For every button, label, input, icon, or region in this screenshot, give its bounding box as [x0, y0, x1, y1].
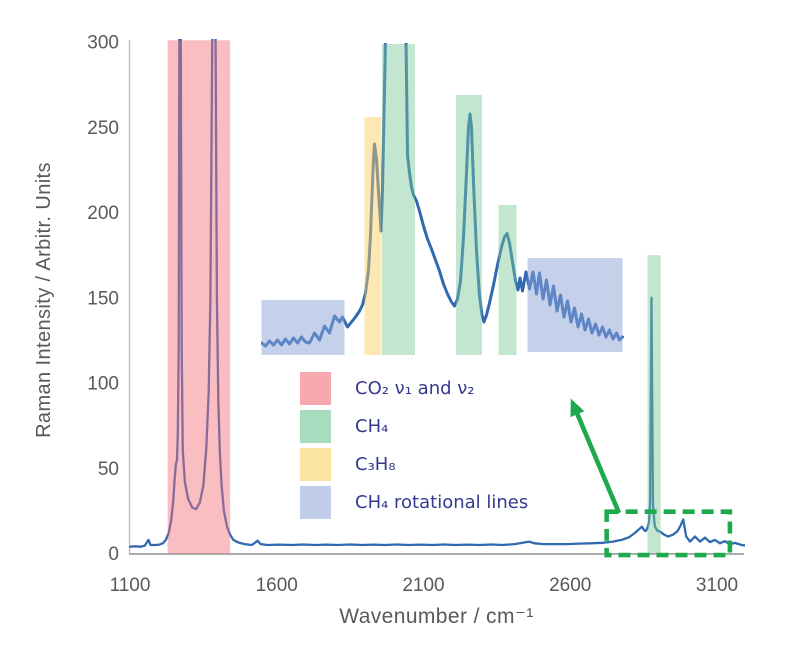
- legend-swatch-ch4: [300, 410, 331, 443]
- zoom-arrow-line: [573, 408, 622, 514]
- zoom-arrow-head: [570, 398, 585, 418]
- main-highlight-bands: [167, 40, 661, 554]
- legend-label-ch4: CH₄: [355, 416, 389, 437]
- inset-band-3: [456, 95, 482, 355]
- x-tick-label-1100: 1100: [110, 575, 151, 596]
- y-tick-label-200: 200: [87, 203, 119, 224]
- x-tick-label-2100: 2100: [402, 575, 444, 596]
- y-tick-label-50: 50: [98, 459, 119, 480]
- x-tick-labels: 1100 1600 2100 2600 3100: [110, 575, 739, 596]
- inset-band-5: [527, 258, 623, 352]
- zoom-region-dashed-box: [604, 509, 733, 558]
- legend-row-co2: CO₂ ν₁ and ν₂: [300, 372, 528, 405]
- x-tick-label-3100: 3100: [696, 575, 738, 596]
- legend-row-ch4: CH₄: [300, 410, 528, 443]
- y-tick-label-0: 0: [108, 544, 119, 565]
- main-spectrum-series: [129, 39, 745, 548]
- inset-highlight-bands: [261, 44, 623, 355]
- inset-band-1: [364, 117, 382, 355]
- legend: CO₂ ν₁ and ν₂ CH₄ C₃H₈ CH₄ rotational lines: [300, 372, 528, 524]
- y-axis-title: Raman Intensity / Arbitr. Units: [33, 162, 55, 438]
- y-tick-label-150: 150: [87, 288, 119, 309]
- main-band-1: [647, 255, 661, 554]
- legend-label-c3h8: C₃H₈: [355, 454, 396, 475]
- legend-label-co2: CO₂ ν₁ and ν₂: [355, 378, 475, 399]
- y-tick-label-250: 250: [87, 118, 119, 139]
- legend-swatch-ch4-rot: [300, 486, 331, 519]
- x-tick-label-1600: 1600: [256, 575, 298, 596]
- main-spectrum-line: [129, 39, 745, 548]
- legend-row-ch4-rot: CH₄ rotational lines: [300, 486, 528, 519]
- y-tick-label-300: 300: [87, 33, 119, 54]
- main-band-0: [167, 40, 231, 554]
- y-tick-labels: 0 50 100 150 200 250 300: [87, 33, 119, 566]
- zoom-annotations: [570, 398, 733, 558]
- legend-swatch-c3h8: [300, 448, 331, 481]
- inset-band-2: [382, 44, 415, 355]
- x-axis-title: Wavenumber / cm⁻¹: [339, 605, 534, 628]
- legend-swatch-co2: [300, 372, 331, 405]
- legend-row-c3h8: C₃H₈: [300, 448, 528, 481]
- y-tick-label-100: 100: [87, 374, 119, 395]
- inset-band-4: [498, 205, 517, 355]
- inset-band-0: [261, 300, 345, 355]
- legend-label-ch4-rot: CH₄ rotational lines: [355, 492, 529, 513]
- x-tick-label-2600: 2600: [549, 575, 591, 596]
